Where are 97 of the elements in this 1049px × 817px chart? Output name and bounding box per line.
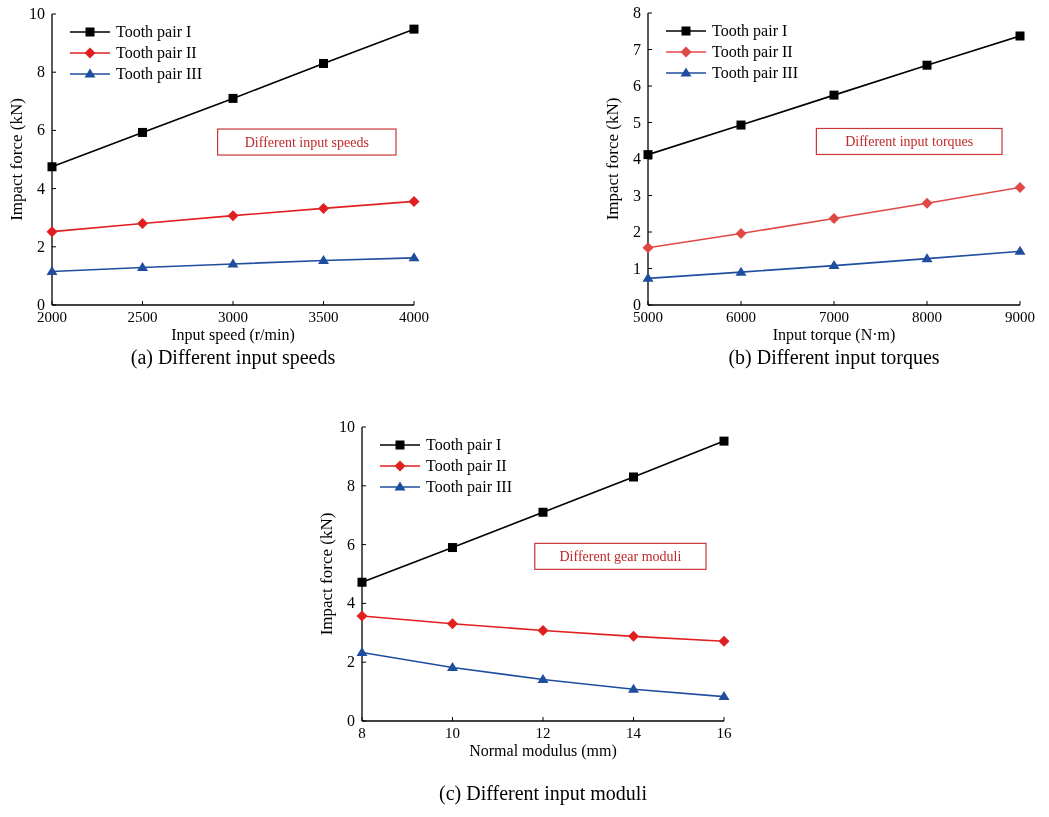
x-axis-title: Normal modulus (mm) <box>469 742 617 760</box>
y-tick-label: 1 <box>633 259 641 277</box>
point <box>408 195 420 207</box>
x-tick-label: 3000 <box>218 309 248 325</box>
y-tick-label: 0 <box>347 712 355 729</box>
x-tick-label: 8000 <box>912 309 942 325</box>
point <box>628 630 639 642</box>
point <box>46 266 58 276</box>
x-tick-label: 14 <box>626 725 642 741</box>
x-tick-label: 8 <box>358 725 366 741</box>
x-axis-title: Input torque (N·m) <box>772 326 896 344</box>
point <box>318 254 329 264</box>
point <box>409 24 419 34</box>
point <box>718 635 730 647</box>
legend-label: Tooth pair I <box>116 23 192 41</box>
point <box>447 661 458 671</box>
y-tick-label: 7 <box>633 40 641 58</box>
legend-label: Tooth pair III <box>426 478 512 496</box>
point <box>47 162 57 172</box>
legend-label: Tooth pair I <box>712 22 788 40</box>
point <box>1015 31 1025 41</box>
point <box>137 218 148 230</box>
x-tick-label: 6000 <box>726 309 756 325</box>
x-tick-label: 7000 <box>819 309 849 325</box>
y-tick-label: 10 <box>29 5 45 22</box>
annotation: Different input torques <box>845 134 974 150</box>
x-tick-label: 4000 <box>399 309 429 325</box>
point <box>736 120 746 130</box>
legend-label: Tooth pair II <box>116 44 197 62</box>
point <box>629 472 638 482</box>
y-tick-label: 8 <box>347 476 355 494</box>
point <box>718 691 730 701</box>
point <box>356 610 368 622</box>
point <box>356 647 368 656</box>
y-tick-label: 3 <box>633 186 641 204</box>
legend-label: Tooth pair III <box>116 65 202 83</box>
y-tick-label: 4 <box>37 179 45 197</box>
point <box>921 197 933 209</box>
x-tick-label: 9000 <box>1005 309 1035 325</box>
y-tick-label: 6 <box>347 535 355 553</box>
y-tick-label: 5 <box>633 113 641 131</box>
point <box>447 618 458 630</box>
y-axis-title: Impact force (kN) <box>603 97 622 221</box>
point <box>922 60 932 70</box>
point <box>357 577 367 587</box>
point <box>735 266 747 276</box>
point <box>828 260 840 270</box>
point <box>227 210 239 222</box>
point <box>138 127 147 137</box>
x-tick-label: 12 <box>535 725 551 741</box>
y-tick-label: 8 <box>37 63 45 81</box>
point <box>642 242 654 254</box>
x-tick-label: 3500 <box>308 309 339 325</box>
y-tick-label: 6 <box>37 121 45 139</box>
point <box>537 674 549 684</box>
y-tick-label: 2 <box>347 653 355 671</box>
legend-label: Tooth pair II <box>426 457 507 475</box>
point <box>228 93 238 103</box>
text: (a) Different input speeds <box>130 346 336 369</box>
x-axis-title: Input speed (r/min) <box>171 326 295 344</box>
annotation: Different input speeds <box>244 135 369 151</box>
y-tick-label: 10 <box>339 418 355 435</box>
point <box>643 150 653 160</box>
x-tick-label: 16 <box>716 725 732 741</box>
point <box>829 90 839 100</box>
point <box>1014 245 1026 255</box>
text: (b) Different input torques <box>728 346 940 369</box>
point <box>137 261 148 271</box>
y-axis-title: Impact force (kN) <box>317 512 336 636</box>
legend-label: Tooth pair II <box>712 43 793 61</box>
y-tick-label: 2 <box>37 237 45 255</box>
point <box>921 253 933 263</box>
point <box>448 543 457 553</box>
point <box>719 436 729 446</box>
point <box>538 507 548 517</box>
annotation: Different gear moduli <box>559 549 682 565</box>
point <box>319 58 328 68</box>
point <box>408 252 420 262</box>
y-tick-label: 6 <box>633 77 641 94</box>
point <box>828 212 840 224</box>
y-tick-label: 2 <box>633 223 641 240</box>
point <box>628 683 639 693</box>
y-tick-label: 4 <box>347 594 355 612</box>
point <box>46 226 58 238</box>
y-tick-label: 8 <box>633 4 641 21</box>
point <box>735 227 747 239</box>
point <box>318 202 329 214</box>
text: (c) Different input moduli <box>439 782 648 805</box>
x-tick-label: 10 <box>445 725 460 741</box>
point <box>537 624 549 636</box>
point <box>1014 181 1026 193</box>
x-tick-label: 2500 <box>127 309 158 325</box>
point <box>642 272 654 282</box>
y-axis-title: Impact force (kN) <box>7 98 26 221</box>
legend-label: Tooth pair I <box>426 436 502 454</box>
legend-label: Tooth pair III <box>712 64 798 82</box>
y-tick-label: 4 <box>633 150 641 167</box>
